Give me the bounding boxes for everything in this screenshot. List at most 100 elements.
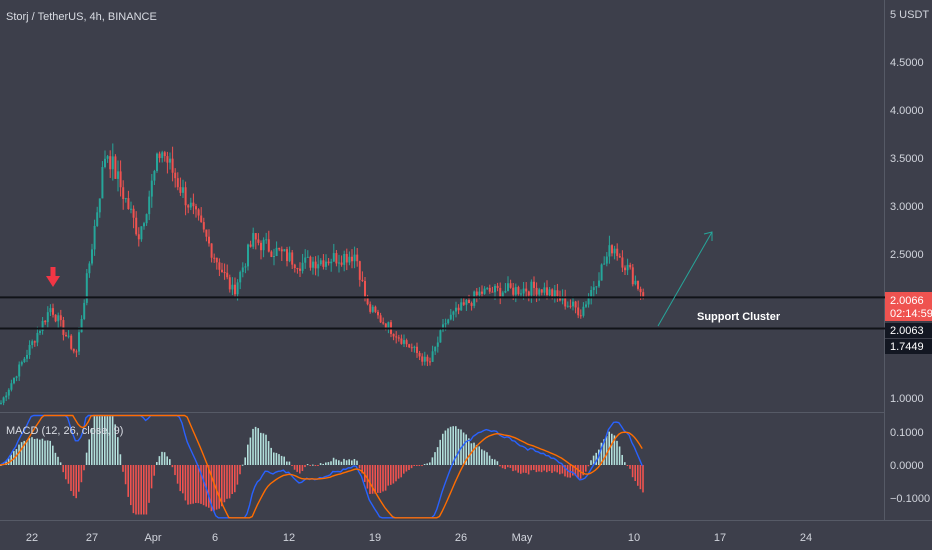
macd-bar (488, 455, 491, 465)
macd-bar (148, 465, 150, 503)
macd-bar (566, 465, 569, 478)
candle (447, 318, 450, 325)
macd-bar (202, 465, 205, 506)
candle (553, 284, 556, 303)
candle (348, 251, 351, 266)
candle (488, 284, 491, 294)
candle (148, 190, 151, 221)
macd-bar (312, 464, 314, 466)
macd-bar (325, 462, 327, 465)
candle (577, 300, 580, 319)
candle (280, 246, 283, 262)
level-label-lower[interactable]: 1.7449 (885, 339, 932, 354)
candle (257, 233, 260, 246)
candle (150, 173, 153, 208)
macd-bar (540, 465, 543, 473)
macd-bar (23, 440, 25, 465)
macd-bar (189, 465, 192, 505)
candle (156, 152, 158, 173)
candle (273, 248, 275, 266)
macd-bar (496, 461, 499, 465)
candle (624, 265, 626, 276)
candle (91, 243, 93, 266)
candle (613, 245, 616, 260)
candle (408, 343, 411, 349)
macd-bar (473, 442, 475, 465)
candle (358, 260, 361, 287)
candle (543, 282, 546, 296)
macd-bar (507, 465, 509, 468)
macd-bar (374, 465, 376, 494)
candle (423, 351, 426, 366)
candle (397, 334, 400, 342)
price-axis[interactable] (885, 0, 932, 550)
macd-bar (535, 465, 538, 473)
macd-bar (468, 438, 470, 465)
macd-bar (101, 415, 103, 465)
level-label-upper[interactable]: 2.0063 (885, 323, 932, 338)
candle (98, 198, 101, 218)
macd-tick-label: −0.1000 (890, 493, 930, 505)
macd-pane[interactable] (0, 413, 885, 520)
price-tick-label: 3.0000 (890, 201, 924, 213)
time-axis[interactable]: 22 27 Apr 6 12 19 26 May 10 17 24 (26, 532, 812, 544)
macd-bar (296, 465, 298, 472)
price-pane[interactable] (0, 0, 885, 412)
macd-bar (200, 465, 202, 504)
macd-bar (413, 465, 415, 466)
macd-bar (273, 452, 275, 465)
macd-bar (600, 442, 603, 465)
candle (520, 289, 522, 298)
candle (457, 304, 460, 315)
candle (20, 360, 23, 367)
candle (400, 334, 403, 345)
macd-bar (236, 465, 239, 485)
macd-bar (252, 428, 254, 465)
marker-arrow-down[interactable] (46, 267, 60, 287)
macd-bar (169, 459, 171, 465)
macd-bar (145, 465, 148, 515)
macd-bar (486, 452, 488, 465)
candle (260, 240, 262, 260)
projection-arrow[interactable] (657, 231, 713, 327)
macd-bar (114, 424, 116, 465)
macd-bar (275, 452, 278, 465)
macd-bar (291, 465, 293, 466)
macd-bar (361, 465, 363, 474)
candle (600, 263, 603, 281)
candle (345, 248, 348, 271)
macd-bar (280, 455, 283, 465)
candle (223, 263, 226, 280)
candle (153, 169, 156, 186)
candle (379, 312, 382, 323)
candle (270, 250, 273, 258)
candle (535, 282, 538, 303)
macd-bar (65, 465, 67, 480)
price-tick-label: 2.5000 (890, 249, 924, 261)
candle (504, 283, 507, 294)
macd-bar (20, 442, 23, 465)
candle (569, 299, 572, 309)
candle (429, 357, 431, 366)
candle (546, 280, 548, 300)
macd-bar (75, 465, 77, 499)
candle (166, 151, 169, 174)
candle (239, 270, 242, 290)
macd-bar (98, 415, 101, 465)
macd-bar (574, 465, 577, 476)
time-tick-label: 19 (369, 532, 381, 544)
macd-bar (353, 459, 356, 465)
macd-bar (626, 465, 629, 466)
candle (88, 261, 91, 278)
candle (507, 276, 509, 292)
macd-bar (28, 438, 31, 465)
candle (491, 286, 494, 293)
macd-bar (182, 465, 184, 494)
macd-bar (221, 465, 223, 507)
candle (124, 197, 127, 203)
candle (335, 250, 338, 267)
macd-bar (46, 440, 49, 465)
macd-bar (299, 465, 301, 474)
last-price-label[interactable]: 2.0066 02:14:59 (885, 292, 932, 321)
